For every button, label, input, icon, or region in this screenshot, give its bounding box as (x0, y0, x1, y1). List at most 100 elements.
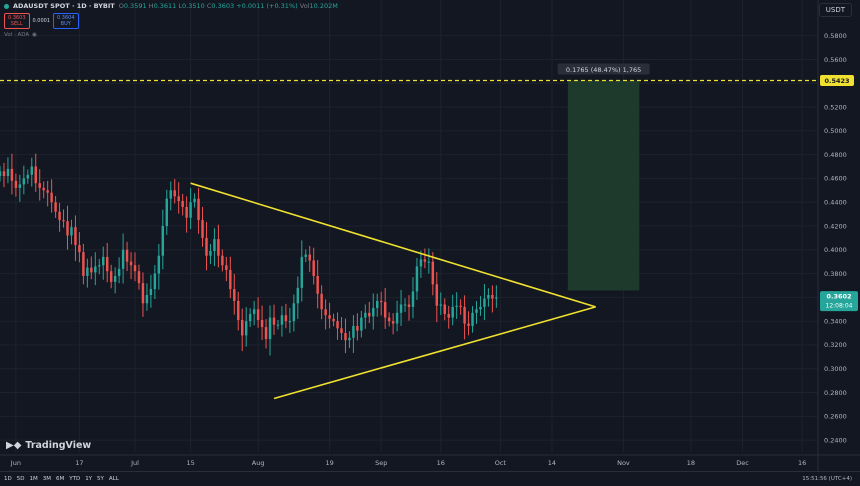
candle[interactable] (201, 220, 204, 238)
candle[interactable] (2, 171, 6, 177)
candle[interactable] (50, 192, 53, 203)
candle[interactable] (74, 227, 77, 246)
timeframe-3m[interactable]: 3M (42, 476, 51, 482)
candle[interactable] (26, 174, 30, 179)
candle[interactable] (105, 256, 109, 272)
candle[interactable] (42, 187, 45, 191)
candle[interactable] (352, 325, 355, 338)
candle[interactable] (487, 294, 490, 299)
candle[interactable] (237, 300, 240, 320)
candle[interactable] (336, 321, 339, 329)
candle[interactable] (113, 275, 117, 282)
candle[interactable] (300, 256, 304, 288)
candle[interactable] (455, 305, 458, 307)
candle[interactable] (491, 294, 494, 299)
timeframe-1y[interactable]: 1Y (85, 476, 93, 482)
candle[interactable] (98, 265, 101, 267)
candle[interactable] (121, 249, 125, 269)
candle[interactable] (399, 304, 403, 313)
candle[interactable] (102, 256, 105, 266)
candle[interactable] (280, 315, 284, 325)
currency-button[interactable]: USDT (818, 3, 852, 17)
candle[interactable] (284, 315, 288, 322)
candle[interactable] (360, 317, 363, 331)
candle[interactable] (82, 252, 85, 276)
candle[interactable] (240, 319, 244, 336)
candle[interactable] (34, 166, 37, 184)
candle[interactable] (356, 325, 359, 331)
candle[interactable] (256, 309, 260, 320)
candle[interactable] (395, 312, 399, 324)
candle[interactable] (435, 284, 439, 306)
candle[interactable] (177, 196, 180, 202)
candle[interactable] (193, 198, 196, 203)
candle[interactable] (288, 321, 292, 323)
candle[interactable] (479, 306, 482, 310)
candle[interactable] (137, 271, 141, 284)
candle[interactable] (471, 312, 474, 326)
candle[interactable] (62, 220, 65, 222)
candle[interactable] (368, 312, 371, 317)
candle[interactable] (439, 304, 442, 306)
eye-icon[interactable]: ◉ (32, 32, 37, 38)
candle[interactable] (30, 166, 33, 175)
candle[interactable] (328, 315, 331, 319)
candle[interactable] (94, 266, 97, 273)
candle[interactable] (320, 293, 323, 310)
candle[interactable] (403, 304, 407, 306)
candle[interactable] (344, 333, 347, 341)
candle[interactable] (391, 321, 395, 324)
timeframe-5d[interactable]: 5D (16, 476, 25, 482)
triangle-upper-line[interactable] (190, 182, 596, 308)
candle[interactable] (169, 190, 172, 199)
candle[interactable] (463, 306, 466, 324)
candle[interactable] (86, 267, 89, 276)
candle[interactable] (272, 317, 276, 325)
timeframe-1d[interactable]: 1D (4, 476, 12, 482)
candle[interactable] (58, 211, 61, 221)
candle[interactable] (221, 255, 224, 266)
candle[interactable] (153, 273, 157, 290)
candle[interactable] (38, 183, 41, 188)
candle[interactable] (173, 190, 176, 197)
candle[interactable] (372, 308, 375, 317)
timeframe-1m[interactable]: 1M (29, 476, 38, 482)
candle[interactable] (264, 327, 268, 339)
candle[interactable] (213, 239, 216, 251)
timeframe-5y[interactable]: 5Y (97, 476, 104, 482)
candle[interactable] (161, 226, 165, 256)
candle[interactable] (54, 202, 57, 212)
candle[interactable] (383, 302, 387, 318)
candle[interactable] (459, 305, 462, 307)
candle[interactable] (419, 259, 423, 267)
candle[interactable] (157, 255, 161, 274)
candle[interactable] (225, 265, 228, 271)
candle[interactable] (483, 298, 486, 307)
candle[interactable] (10, 168, 14, 181)
candle[interactable] (18, 184, 22, 188)
candle[interactable] (292, 303, 296, 322)
candle[interactable] (78, 245, 81, 253)
candle[interactable] (66, 221, 69, 236)
timeframe-ytd[interactable]: YTD (69, 476, 81, 482)
tradingview-logo[interactable]: ▶◆ TradingView (6, 440, 91, 451)
candle[interactable] (268, 317, 272, 339)
candle[interactable] (209, 250, 212, 256)
candle[interactable] (304, 254, 307, 257)
candle[interactable] (324, 309, 327, 316)
candle[interactable] (423, 259, 427, 262)
candle[interactable] (0, 171, 2, 177)
candle[interactable] (312, 260, 315, 276)
candle[interactable] (125, 249, 129, 262)
candle[interactable] (165, 198, 169, 226)
sell-button[interactable]: 0.3603 SELL (4, 13, 30, 29)
candle[interactable] (340, 328, 343, 334)
candle[interactable] (248, 314, 252, 322)
candle[interactable] (133, 265, 137, 272)
candle[interactable] (14, 180, 18, 188)
candle[interactable] (364, 312, 367, 318)
target-box[interactable] (567, 80, 640, 291)
candle[interactable] (447, 314, 450, 318)
candle[interactable] (129, 261, 133, 266)
